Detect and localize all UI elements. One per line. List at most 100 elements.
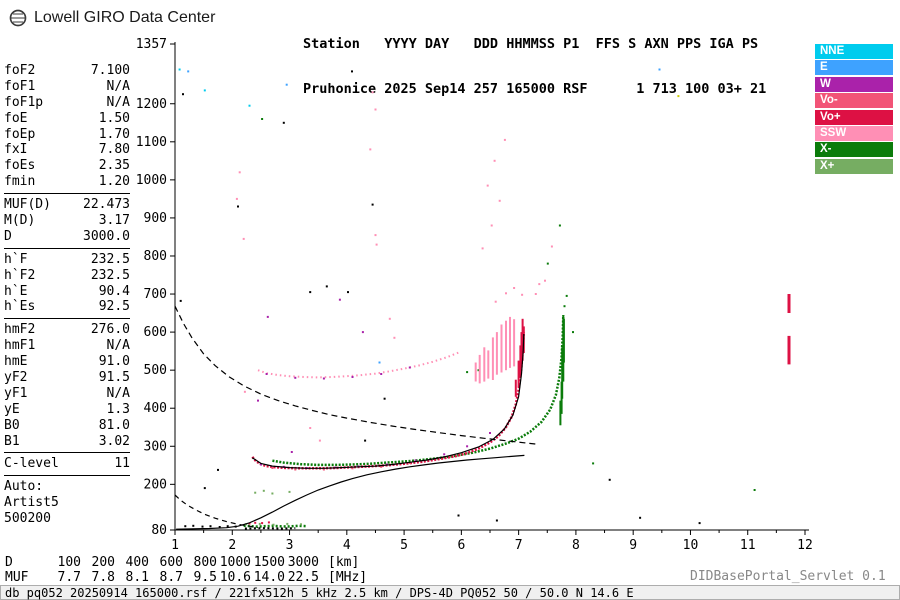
legend-item-E[interactable]: E <box>815 60 893 76</box>
readout-label: h`F <box>4 251 28 267</box>
readout-value: 11 <box>114 456 130 472</box>
series-e-transmission-curve <box>174 494 259 529</box>
legend-item-W[interactable]: W <box>815 76 893 92</box>
series-o-trace-vo-minus-dots <box>271 462 411 471</box>
readout-value: 232.5 <box>90 251 130 267</box>
y-tick-label: 400 <box>144 401 167 416</box>
y-tick-label: 800 <box>144 249 167 264</box>
readout-label: h`E <box>4 283 28 299</box>
y-tick-label: 1200 <box>136 97 167 112</box>
x-tick-label: 12 <box>797 538 813 553</box>
dmuf-value: 3000 <box>287 555 319 570</box>
auto-text: Artist5 <box>4 495 59 511</box>
readout-value: 3000.0 <box>83 228 130 244</box>
readout-value: 90.4 <box>98 283 130 299</box>
dmuf-value: 100 <box>57 555 81 570</box>
readout-row-h`F2: h`F2 232.5 <box>4 268 130 284</box>
readout-label: h`F2 <box>4 267 36 283</box>
y-tick-label: 700 <box>144 287 167 302</box>
y-tick-label: 200 <box>144 477 167 492</box>
series-profile-line <box>176 454 525 530</box>
readout-row-foF1: foF1 N/A <box>4 79 130 95</box>
readout-row-yE: yE 1.3 <box>4 402 130 418</box>
readout-label: yE <box>4 401 20 417</box>
readout-value: 232.5 <box>90 267 130 283</box>
x-tick-label: 4 <box>343 538 351 553</box>
legend-item-Vo+[interactable]: Vo+ <box>815 109 893 125</box>
dmuf-label: MUF <box>5 569 29 585</box>
readout-label: MUF(D) <box>4 197 51 213</box>
series-e-region-specks <box>184 524 237 528</box>
auto-text: Auto: <box>4 479 44 495</box>
dmuf-value: 800 <box>193 555 217 570</box>
x-tick-label: 7 <box>515 538 523 553</box>
series-noise-black <box>179 70 701 525</box>
readout-label: fxI <box>4 142 28 158</box>
y-tick-label: 1100 <box>136 135 167 150</box>
brand: Lowell GIRO Data Center <box>8 8 215 28</box>
x-tick-label: 6 <box>457 538 465 553</box>
series-x-trace-spread <box>559 315 565 426</box>
readout-row-MUF(D): MUF(D) 22.473 <box>4 197 130 213</box>
legend-item-X+[interactable]: X+ <box>815 158 893 174</box>
readout-row-B1: B1 3.02 <box>4 434 130 450</box>
y-tick-label: 1357 <box>136 37 167 52</box>
readout-label: hmF2 <box>4 322 36 338</box>
x-tick-label: 3 <box>286 538 294 553</box>
readout-label: foEs <box>4 158 36 174</box>
readout-value: 1.3 <box>106 401 130 417</box>
readout-divider <box>4 452 130 454</box>
series-es-trace-green <box>243 524 307 528</box>
legend: NNE E W Vo- Vo+ SSW X- X+ <box>815 44 893 175</box>
series-o-trace <box>251 332 526 470</box>
readout-row-fmin: fmin 1.20 <box>4 174 130 190</box>
station-header-line1: Station YYYY DAY DDD HHMMSS P1 FFS S AXN… <box>303 36 759 52</box>
readout-label: M(D) <box>4 213 36 229</box>
readout-label: fmin <box>4 174 36 190</box>
series-o-trace-w-dots <box>259 432 491 469</box>
readout-value: 22.473 <box>83 197 130 213</box>
legend-item-X-[interactable]: X- <box>815 142 893 158</box>
station-header-line2: Pruhonice 2025 Sep14 257 165000 RSF 1 71… <box>303 81 767 97</box>
legend-item-NNE[interactable]: NNE <box>815 44 893 59</box>
legend-item-Vo-[interactable]: Vo- <box>815 93 893 109</box>
x-tick-label: 1 <box>171 538 179 553</box>
readout-value: 91.0 <box>98 354 130 370</box>
dmuf-value: 7.7 <box>57 569 81 585</box>
readout-row-foF1p: foF1p N/A <box>4 95 130 111</box>
readout-row-foEs: foEs 2.35 <box>4 158 130 174</box>
readout-value: N/A <box>106 78 130 94</box>
servlet-version-label: DIDBasePortal_Servlet 0.1 <box>690 569 886 584</box>
readout-value: 92.5 <box>98 299 130 315</box>
station-header: Station YYYY DAY DDD HHMMSS P1 FFS S AXN… <box>303 7 766 112</box>
readout-value: N/A <box>106 94 130 110</box>
readout-row-C-level: C-level 11 <box>4 456 130 472</box>
status-bar: db pq052 20250914 165000.rsf / 221fx512h… <box>0 585 900 600</box>
dmuf-value: 200 <box>91 555 115 570</box>
readout-label: D <box>4 228 12 244</box>
readout-row-B0: B0 81.0 <box>4 418 130 434</box>
y-tick-label: 300 <box>144 439 167 454</box>
readout-divider <box>4 318 130 320</box>
readout-value: N/A <box>106 385 130 401</box>
readout-row-hmF1: hmF1 N/A <box>4 338 130 354</box>
y-tick-label: 900 <box>144 211 167 226</box>
dmuf-value: 10.6 <box>219 569 251 585</box>
dmuf-row-MUF: MUF 7.7 7.8 8.1 8.7 9.5 10.6 14.0 22.5 [MHz] <box>5 569 367 586</box>
readout-value: 3.17 <box>98 213 130 229</box>
auto-line: Artist5 <box>4 495 130 511</box>
readout-row-foE: foE 1.50 <box>4 111 130 127</box>
dmuf-value: 400 <box>125 555 149 570</box>
status-text: db pq052 20250914 165000.rsf / 221fx512h… <box>5 586 634 600</box>
series-o-trace-spread <box>514 318 525 397</box>
readout-label: yF2 <box>4 370 28 386</box>
auto-line: Auto: <box>4 479 130 495</box>
legend-item-SSW[interactable]: SSW <box>815 125 893 141</box>
readout-label: C-level <box>4 456 59 472</box>
readout-label: hmF1 <box>4 338 36 354</box>
x-tick-label: 10 <box>683 538 699 553</box>
x-tick-label: 5 <box>400 538 408 553</box>
readout-value: 1.20 <box>98 174 130 190</box>
dmuf-value: 8.7 <box>159 569 183 585</box>
readout-label: hmE <box>4 354 28 370</box>
